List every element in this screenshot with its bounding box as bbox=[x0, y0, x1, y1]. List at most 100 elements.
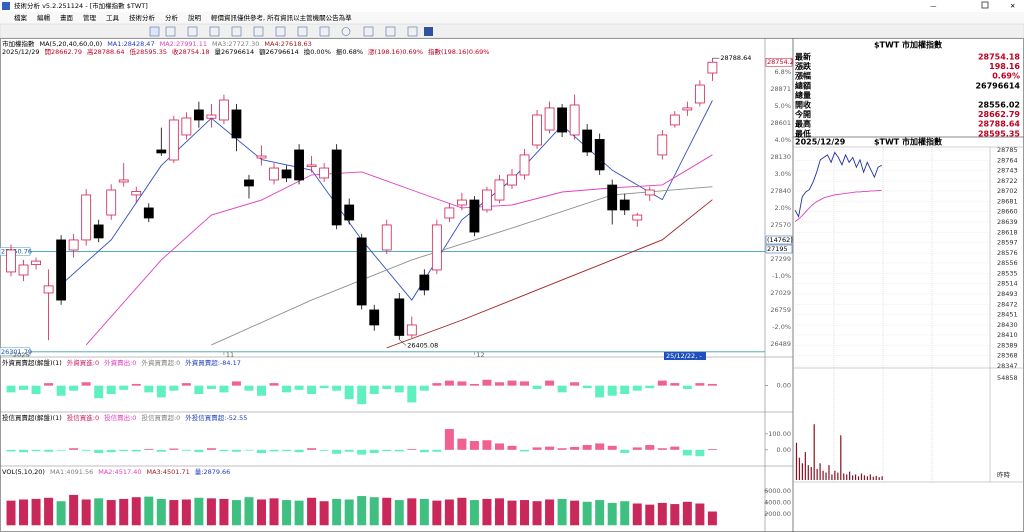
bar bbox=[69, 494, 79, 526]
candle-body bbox=[269, 167, 279, 181]
bar bbox=[244, 385, 254, 391]
close-button[interactable]: ✕ bbox=[1010, 2, 1015, 10]
text-segment: 2025/12/29 bbox=[2, 48, 39, 56]
app-icon bbox=[2, 2, 10, 10]
text-segment: MA2:27991.11 bbox=[160, 40, 207, 48]
tool-button[interactable] bbox=[385, 26, 396, 37]
bar bbox=[457, 381, 467, 386]
text-segment: 外資買賣超(解盤)(1) bbox=[2, 358, 62, 367]
bar bbox=[194, 449, 204, 453]
bar bbox=[181, 499, 191, 526]
tool-button[interactable] bbox=[297, 26, 308, 37]
bar bbox=[44, 383, 54, 386]
bar bbox=[169, 448, 179, 450]
bar bbox=[369, 449, 379, 454]
menu-item[interactable]: 說明 bbox=[188, 13, 202, 22]
bar bbox=[607, 385, 617, 396]
tool-button[interactable] bbox=[231, 26, 242, 37]
tool-button[interactable] bbox=[319, 26, 330, 37]
bar bbox=[344, 449, 354, 452]
quote-label: 總額 bbox=[795, 80, 811, 90]
bar bbox=[419, 385, 429, 391]
text-segment: 投信賣出:0 bbox=[104, 413, 136, 422]
menu-item[interactable]: 技術分析 bbox=[129, 13, 156, 22]
y-tick-label: 28368 bbox=[997, 352, 1018, 360]
tool-button[interactable] bbox=[149, 26, 160, 37]
candle-body bbox=[68, 239, 79, 251]
reference-label: 27150.76 bbox=[1, 248, 32, 256]
y-tick-label: 28556 bbox=[997, 259, 1018, 267]
cursor-date: 25/12/22, - bbox=[666, 352, 702, 360]
candle-body bbox=[569, 104, 580, 136]
info-line: 市加權指數 MA(5,20,40,60,0,0) MA1:28428.47 MA2:2… bbox=[2, 39, 312, 48]
bar bbox=[507, 500, 517, 526]
tool-button[interactable] bbox=[407, 26, 418, 37]
tool-button[interactable] bbox=[424, 27, 433, 36]
bar bbox=[19, 499, 29, 526]
bar bbox=[319, 385, 329, 389]
bar bbox=[682, 501, 692, 526]
bar bbox=[520, 381, 530, 386]
tool-button[interactable] bbox=[253, 26, 264, 37]
tool-button[interactable] bbox=[165, 26, 176, 37]
maximize-button[interactable] bbox=[981, 1, 989, 9]
annotation: 26405.08 bbox=[407, 342, 438, 350]
bar bbox=[219, 498, 229, 526]
y-tick-label: 54858 bbox=[997, 374, 1018, 382]
y-tick-label: 100.00 bbox=[768, 430, 791, 438]
bar bbox=[344, 385, 354, 400]
bar bbox=[595, 443, 605, 450]
bar bbox=[645, 445, 655, 450]
candle-body bbox=[557, 107, 568, 133]
bar bbox=[219, 385, 229, 393]
bar bbox=[682, 385, 692, 389]
candle-body bbox=[43, 285, 54, 294]
candle-body bbox=[632, 214, 643, 221]
bar bbox=[194, 385, 204, 395]
volume-bar bbox=[813, 424, 815, 480]
bar bbox=[307, 497, 317, 526]
bar bbox=[294, 385, 304, 390]
panel-header: VOL(5,10,20) MA1:4091.56 MA2:4517.40 MA3:45… bbox=[2, 468, 230, 476]
bar bbox=[632, 385, 642, 391]
quote-label: 最高 bbox=[795, 119, 811, 129]
bar bbox=[369, 385, 379, 395]
axis-label: 27299 bbox=[770, 255, 791, 263]
bar bbox=[570, 382, 580, 386]
bar bbox=[131, 497, 141, 526]
tool-button[interactable] bbox=[363, 26, 374, 37]
text-segment: 指數(198.16)0.69% bbox=[428, 47, 489, 56]
volume-bar bbox=[869, 474, 871, 480]
bar bbox=[269, 498, 279, 526]
tool-button[interactable] bbox=[209, 26, 220, 37]
quote-label: 漲跌 bbox=[795, 61, 812, 71]
text-segment: MA1:28428.47 bbox=[107, 40, 154, 48]
quote-value: 28662.79 bbox=[978, 110, 1020, 119]
tool-button[interactable] bbox=[341, 27, 351, 36]
bar bbox=[231, 381, 241, 386]
tool-button[interactable] bbox=[187, 26, 198, 37]
bar bbox=[469, 500, 479, 526]
bar bbox=[332, 385, 342, 391]
bar bbox=[44, 449, 54, 452]
volume-bar bbox=[825, 472, 827, 480]
candle-body bbox=[669, 114, 680, 126]
candle-body bbox=[394, 298, 405, 336]
menu-item[interactable]: 分析 bbox=[165, 13, 179, 22]
menu-item[interactable]: 管理 bbox=[83, 13, 97, 22]
bar bbox=[131, 449, 141, 452]
menu-item[interactable]: 編輯 bbox=[37, 13, 51, 22]
menu-item[interactable]: 畫面 bbox=[60, 13, 74, 22]
candle-body bbox=[507, 174, 517, 186]
menu-item[interactable]: 工具 bbox=[106, 14, 120, 22]
menu-item[interactable]: 檔案 bbox=[14, 13, 28, 22]
bar bbox=[670, 446, 680, 450]
minimize-button[interactable]: — bbox=[930, 2, 937, 10]
tool-button[interactable] bbox=[275, 26, 286, 37]
bar bbox=[156, 498, 166, 526]
y-tick-label: 28743 bbox=[997, 167, 1018, 175]
candle-body bbox=[281, 169, 292, 179]
